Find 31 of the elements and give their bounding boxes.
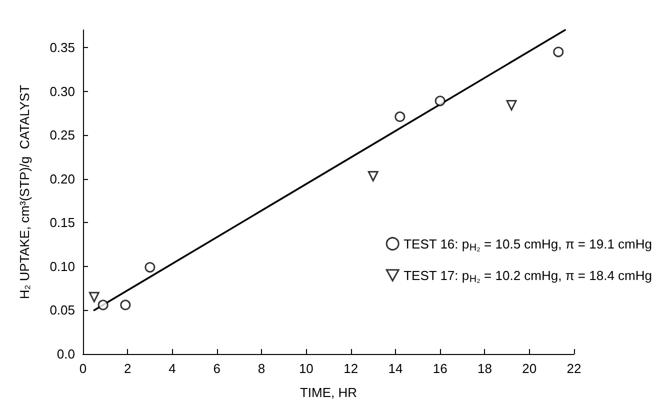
point bbox=[434, 96, 446, 106]
point bbox=[98, 300, 108, 310]
point bbox=[553, 46, 564, 58]
y-tick-label: 0.0 bbox=[56, 346, 75, 362]
y-tick-label: 0.15 bbox=[50, 215, 75, 230]
x-tick-label: 8 bbox=[258, 361, 266, 376]
x-tick-label: 10 bbox=[298, 361, 314, 376]
point bbox=[394, 111, 406, 122]
x-tick-label: 14 bbox=[388, 361, 403, 376]
y-tick-label: 0.10 bbox=[50, 258, 75, 274]
x-axis-title: TIME, HR bbox=[300, 385, 358, 400]
point bbox=[120, 300, 131, 310]
x-tick-label: 16 bbox=[432, 361, 448, 376]
x-tick-label: 18 bbox=[477, 361, 492, 376]
point bbox=[88, 292, 100, 302]
x-tick-label: 12 bbox=[344, 361, 358, 376]
x-tick-label: 22 bbox=[566, 361, 582, 376]
x-tick-label: 4 bbox=[168, 361, 176, 376]
y-tick-label: 0.20 bbox=[50, 171, 75, 186]
y-tick-label: 0.05 bbox=[50, 302, 75, 318]
y-tick-label: 0.30 bbox=[50, 84, 75, 99]
point bbox=[506, 100, 517, 111]
point bbox=[368, 170, 378, 182]
x-tick-label: 2 bbox=[124, 361, 132, 376]
y-tick-label: 0.35 bbox=[50, 40, 75, 56]
point bbox=[144, 262, 156, 273]
y-axis-title: H₂ UPTAKE, cm³(STP)/g CATALYST bbox=[17, 84, 32, 300]
x-tick-label: 20 bbox=[522, 361, 537, 376]
y-tick-label: 0.25 bbox=[50, 128, 75, 143]
x-tick-label: 0 bbox=[79, 361, 87, 376]
x-tick-label: 6 bbox=[213, 361, 221, 376]
